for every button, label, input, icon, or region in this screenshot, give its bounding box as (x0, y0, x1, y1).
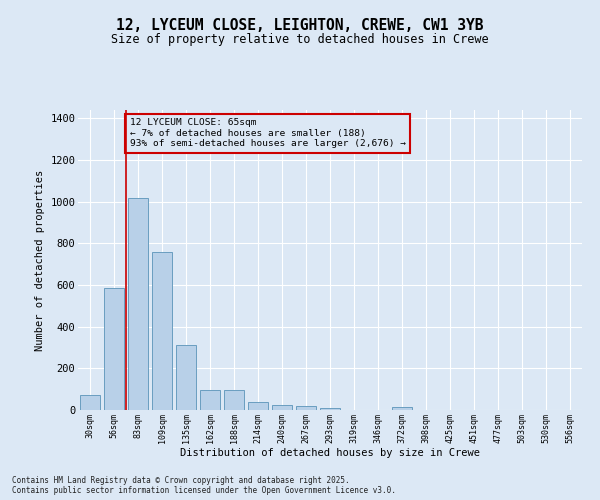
Y-axis label: Number of detached properties: Number of detached properties (35, 170, 44, 350)
Bar (296, 406, 316, 410)
Bar (392, 407, 412, 410)
X-axis label: Distribution of detached houses by size in Crewe: Distribution of detached houses by size … (180, 448, 480, 458)
Bar (104, 288, 124, 410)
Bar (80, 396, 100, 410)
Text: 12 LYCEUM CLOSE: 65sqm
← 7% of detached houses are smaller (188)
93% of semi-det: 12 LYCEUM CLOSE: 65sqm ← 7% of detached … (130, 118, 406, 148)
Text: Size of property relative to detached houses in Crewe: Size of property relative to detached ho… (111, 32, 489, 46)
Bar (176, 346, 196, 410)
Bar (152, 252, 172, 410)
Bar (200, 390, 220, 410)
Text: 12, LYCEUM CLOSE, LEIGHTON, CREWE, CW1 3YB: 12, LYCEUM CLOSE, LEIGHTON, CREWE, CW1 3… (116, 18, 484, 32)
Bar (248, 402, 268, 410)
Text: Contains HM Land Registry data © Crown copyright and database right 2025.
Contai: Contains HM Land Registry data © Crown c… (12, 476, 396, 495)
Bar (320, 408, 340, 410)
Bar (272, 406, 292, 410)
Bar (128, 198, 148, 410)
Bar (224, 390, 244, 410)
